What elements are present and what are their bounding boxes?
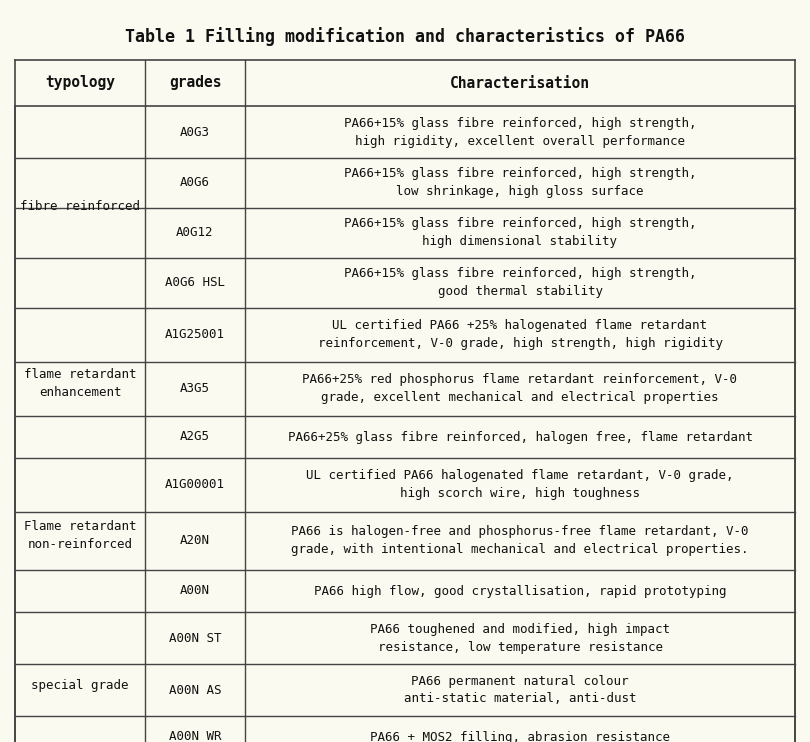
Text: PA66+15% glass fibre reinforced, high strength,
high rigidity, excellent overall: PA66+15% glass fibre reinforced, high st… — [343, 116, 697, 148]
Text: fibre reinforced: fibre reinforced — [20, 200, 140, 214]
Text: A00N AS: A00N AS — [168, 683, 221, 697]
Text: A2G5: A2G5 — [180, 430, 210, 444]
Text: flame retardant
enhancement: flame retardant enhancement — [23, 367, 136, 398]
Text: A0G6: A0G6 — [180, 177, 210, 189]
Text: A0G6 HSL: A0G6 HSL — [165, 277, 225, 289]
Text: PA66+15% glass fibre reinforced, high strength,
low shrinkage, high gloss surfac: PA66+15% glass fibre reinforced, high st… — [343, 168, 697, 199]
Text: PA66 is halogen-free and phosphorus-free flame retardant, V-0
grade, with intent: PA66 is halogen-free and phosphorus-free… — [292, 525, 748, 556]
Text: A0G12: A0G12 — [177, 226, 214, 240]
Text: PA66 + MOS2 filling, abrasion resistance: PA66 + MOS2 filling, abrasion resistance — [370, 731, 670, 742]
Text: UL certified PA66 +25% halogenated flame retardant
reinforcement, V-0 grade, hig: UL certified PA66 +25% halogenated flame… — [318, 320, 723, 350]
Text: PA66 high flow, good crystallisation, rapid prototyping: PA66 high flow, good crystallisation, ra… — [313, 585, 727, 597]
Text: special grade: special grade — [32, 678, 129, 692]
Text: A0G3: A0G3 — [180, 125, 210, 139]
Text: A3G5: A3G5 — [180, 382, 210, 395]
Text: Characterisation: Characterisation — [450, 76, 590, 91]
Text: A1G25001: A1G25001 — [165, 329, 225, 341]
Text: A20N: A20N — [180, 534, 210, 548]
Text: PA66 permanent natural colour
anti-static material, anti-dust: PA66 permanent natural colour anti-stati… — [403, 674, 636, 706]
Text: PA66+15% glass fibre reinforced, high strength,
high dimensional stability: PA66+15% glass fibre reinforced, high st… — [343, 217, 697, 249]
Text: A1G00001: A1G00001 — [165, 479, 225, 491]
Text: PA66 toughened and modified, high impact
resistance, low temperature resistance: PA66 toughened and modified, high impact… — [370, 623, 670, 654]
Text: Flame retardant
non-reinforced: Flame retardant non-reinforced — [23, 519, 136, 551]
Text: A00N ST: A00N ST — [168, 631, 221, 645]
Text: UL certified PA66 halogenated flame retardant, V-0 grade,
high scorch wire, high: UL certified PA66 halogenated flame reta… — [306, 470, 734, 501]
Text: A00N WR: A00N WR — [168, 731, 221, 742]
Text: PA66+25% glass fibre reinforced, halogen free, flame retardant: PA66+25% glass fibre reinforced, halogen… — [288, 430, 752, 444]
Text: A00N: A00N — [180, 585, 210, 597]
Text: PA66+25% red phosphorus flame retardant reinforcement, V-0
grade, excellent mech: PA66+25% red phosphorus flame retardant … — [302, 373, 737, 404]
Text: grades: grades — [168, 76, 221, 91]
Text: Table 1 Filling modification and characteristics of PA66: Table 1 Filling modification and charact… — [125, 27, 685, 47]
Text: PA66+15% glass fibre reinforced, high strength,
good thermal stability: PA66+15% glass fibre reinforced, high st… — [343, 268, 697, 298]
Text: typology: typology — [45, 76, 115, 91]
